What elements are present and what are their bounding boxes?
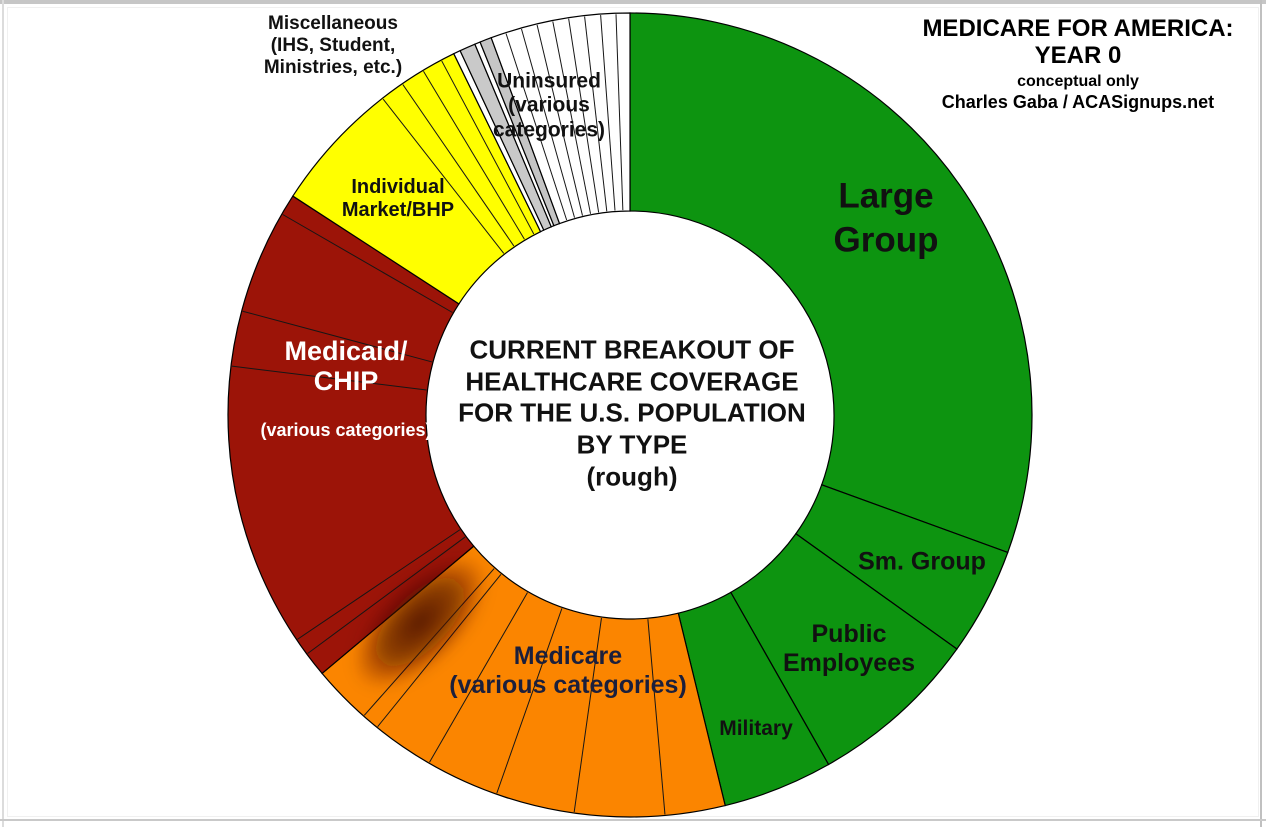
- window-left-border: [2, 0, 4, 827]
- slice-large-group: [629, 12, 1033, 554]
- subdivider-uninsured-various-categories: [584, 16, 608, 212]
- slice-uninsured-various-categories: [490, 12, 631, 225]
- slice-subdividers: [231, 14, 666, 815]
- subdivider-uninsured-various-categories: [568, 18, 600, 213]
- subdivider-uninsured-various-categories: [505, 33, 568, 221]
- subdivider-medicaid-chip-various-categories: [307, 536, 466, 654]
- subdivider-individual-market-bhp: [402, 84, 515, 247]
- label-large-group: Large Group: [833, 176, 939, 259]
- subdivider-medicare-various-categories: [429, 592, 528, 763]
- subdivider-medicaid-chip-various-categories: [242, 310, 433, 363]
- subdivider-medicare-various-categories: [496, 608, 563, 794]
- subdivider-uninsured-various-categories: [552, 21, 592, 214]
- label-medicaid-chip-main: Medicaid/ CHIP: [284, 335, 408, 396]
- dark-smudge-overlay: [352, 554, 488, 690]
- subdivider-individual-market-bhp: [441, 60, 535, 235]
- chart-title-block: MEDICARE FOR AMERICA: YEAR 0 conceptual …: [910, 15, 1246, 113]
- subdivider-individual-market-bhp: [382, 98, 505, 254]
- label-medicaid-chip: Medicaid/ CHIP (various categories): [260, 317, 431, 459]
- label-individual-market-bhp: Individual Market/BHP: [341, 175, 455, 221]
- subdivider-uninsured-various-categories: [615, 14, 624, 211]
- label-uninsured: Uninsured (various categories): [492, 69, 606, 142]
- title-attribution: Charles Gaba / ACASignups.net: [941, 92, 1215, 113]
- subdivider-uninsured-various-categories: [600, 15, 616, 211]
- subdivider-medicaid-chip-various-categories: [297, 529, 461, 640]
- label-medicare: Medicare (various categories): [449, 642, 687, 699]
- subdivider-uninsured-various-categories: [536, 24, 583, 216]
- title-line-1: MEDICARE FOR AMERICA:: [922, 15, 1234, 42]
- window-right-border: [1260, 0, 1262, 827]
- subdivider-medicaid-chip-various-categories: [282, 214, 453, 313]
- subdivider-individual-market-bhp: [423, 71, 525, 240]
- title-line-2: YEAR 0: [1034, 41, 1122, 69]
- title-line-3: conceptual only: [1017, 72, 1139, 90]
- window-top-border: [0, 0, 1266, 4]
- subdivider-medicare-various-categories: [573, 617, 602, 813]
- window-bottom-border: [0, 819, 1266, 821]
- chart-center-title: CURRENT BREAKOUT OF HEALTHCARE COVERAGE …: [458, 334, 806, 492]
- label-miscellaneous: Miscellaneous (IHS, Student, Ministries,…: [263, 12, 403, 79]
- slice-medicaid-chip-various-categories: [227, 195, 475, 675]
- subdivider-medicaid-chip-various-categories: [231, 365, 427, 391]
- subdivider-medicare-various-categories: [647, 619, 666, 815]
- label-medicaid-chip-sub: (various categories): [260, 419, 432, 440]
- subdivider-uninsured-various-categories: [521, 28, 576, 218]
- label-military: Military: [719, 716, 793, 740]
- donut-slices: [227, 12, 1033, 818]
- dark-smudge-ellipse: [352, 554, 488, 690]
- label-sm-group: Sm. Group: [858, 547, 986, 576]
- label-public-employees: Public Employees: [782, 620, 916, 677]
